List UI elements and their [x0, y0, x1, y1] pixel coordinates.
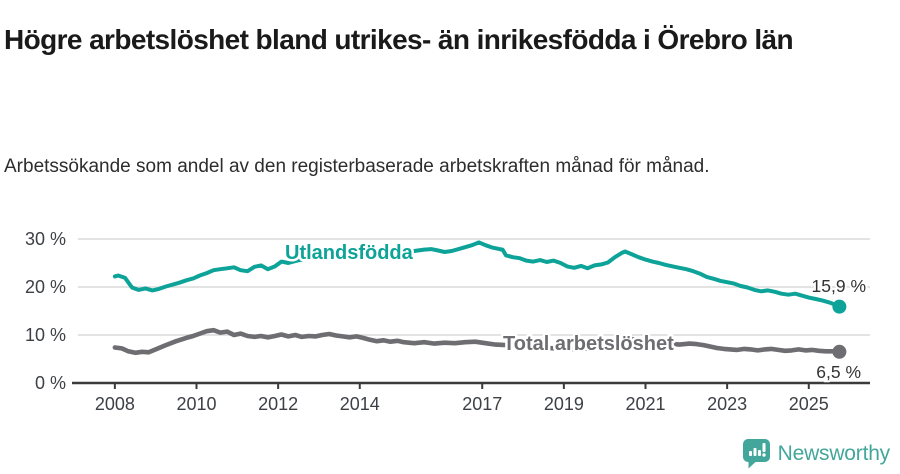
- chart-subtitle: Arbetssökande som andel av den registerb…: [4, 156, 710, 177]
- newsworthy-logo-icon: [742, 439, 770, 469]
- x-tick-label-2014: 2014: [340, 394, 380, 414]
- series-end-dot-utlandsfodda: [832, 299, 847, 314]
- y-tick-label-20: 20 %: [25, 277, 66, 297]
- x-tick-label-2019: 2019: [544, 394, 584, 414]
- series-label-utlandsfodda: Utlandsfödda: [285, 242, 414, 264]
- series-end-dot-total: [832, 344, 847, 359]
- series-line-utlandsfodda: [112, 240, 842, 309]
- x-tick-label-2025: 2025: [789, 394, 829, 414]
- y-tick-label-0: 0 %: [35, 373, 66, 393]
- newsworthy-branding: Newsworthy: [742, 438, 890, 469]
- y-tick-label-10: 10 %: [25, 325, 66, 345]
- end-value-label-total: 6,5 %: [816, 362, 861, 382]
- series-line-total: [112, 327, 842, 356]
- series-label-total: Total arbetslöshet: [503, 333, 674, 355]
- x-tick-label-2021: 2021: [625, 394, 665, 414]
- page-title: Högre arbetslöshet bland utrikes- än inr…: [4, 23, 794, 55]
- end-value-label-utlandsfodda: 15,9 %: [812, 276, 866, 296]
- x-tick-label-2008: 2008: [95, 394, 135, 414]
- brand-name: Newsworthy: [777, 441, 891, 465]
- unemployment-line-chart: 2008 2010 2012 2014 2017 2019 2021 2023 2025 0 % 1…: [25, 229, 870, 414]
- x-tick-label-2023: 2023: [707, 394, 747, 414]
- x-tick-label-2017: 2017: [462, 394, 502, 414]
- y-tick-label-30: 30 %: [25, 229, 66, 249]
- x-tick-label-2010: 2010: [176, 394, 216, 414]
- x-tick-label-2012: 2012: [258, 394, 298, 414]
